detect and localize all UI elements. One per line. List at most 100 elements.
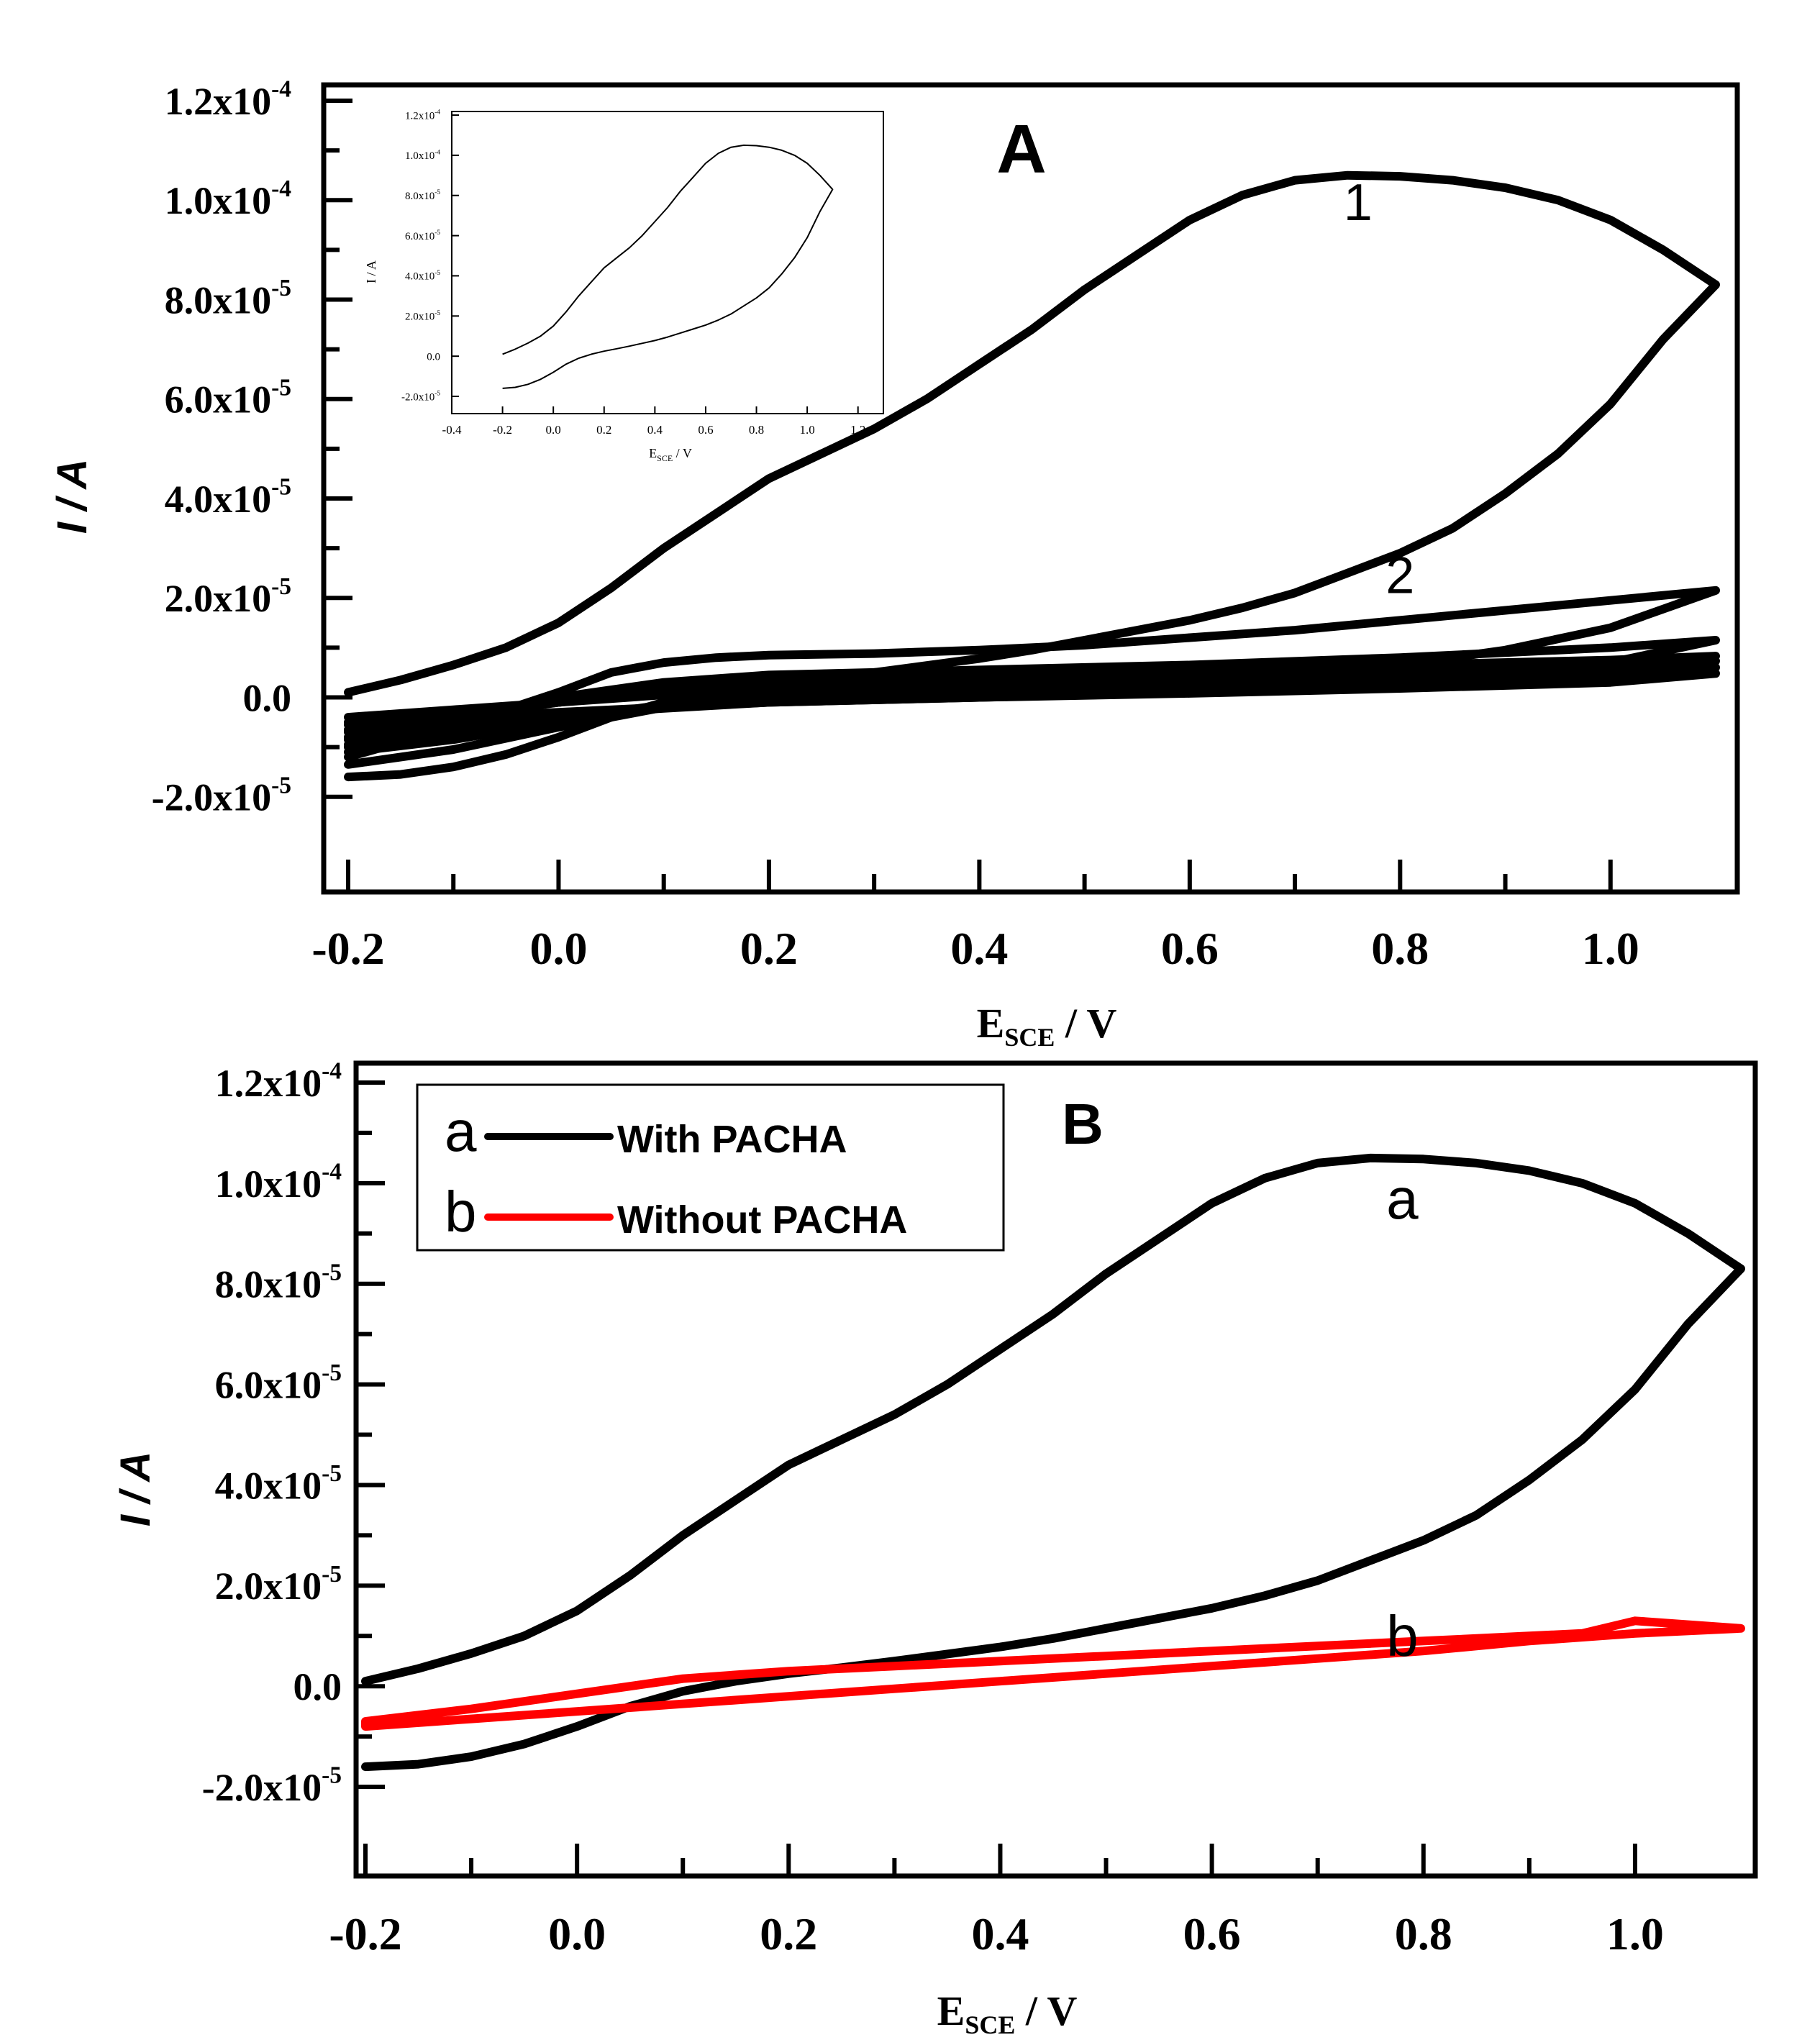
- panel-b-y-tick-label: -2.0x10-5: [202, 1762, 342, 1809]
- panel-a-inset-y-tick-mantissa: 1.2x10: [405, 110, 434, 122]
- panel-a-inset-y-tick-exponent: -5: [434, 189, 440, 196]
- panel-b-frame: [353, 1060, 1758, 1879]
- panel-b-curve-label-a: a: [1386, 1167, 1419, 1231]
- panel-a-y-tick-mantissa: 2.0x10: [165, 577, 272, 620]
- panel-a-inset-y-tick-label: 1.0x10-4: [405, 149, 440, 162]
- panel-a-y-tick-mantissa: 0.0: [243, 676, 292, 719]
- panel-a-y-tick-label: -2.0x10-5: [152, 772, 291, 819]
- panel-a-inset-y-tick-label: 0.0: [427, 351, 440, 363]
- panel-a-x-tick-label: 0.6: [1161, 923, 1219, 974]
- legend-label-b: Without PACHA: [617, 1198, 907, 1242]
- panel-b-x-tick-label: -0.2: [329, 1908, 401, 1959]
- panel-a-y-axis-title: I / A: [49, 459, 96, 534]
- panel-a-y-tick-exponent: -5: [271, 573, 291, 600]
- panel-a-inset-frame: [451, 111, 884, 414]
- panel-a-x-axis-title-tail: / V: [1055, 1000, 1116, 1047]
- panel-a-x-tick-label: 0.0: [529, 923, 587, 974]
- panel-a-inset-y-tick-mantissa: 0.0: [427, 351, 440, 363]
- panel-a-inset-y-tick-mantissa: 2.0x10: [405, 311, 434, 323]
- panel-a-inset-x-tick-label: -0.2: [493, 423, 512, 437]
- panel-a-x-tick-label: -0.2: [311, 923, 384, 974]
- panel-a-inset-y-tick-label: 2.0x10-5: [405, 310, 440, 323]
- panel-b-x-tick-label: 0.4: [971, 1908, 1029, 1959]
- panel-a-x-axis-title-sub: SCE: [1004, 1023, 1055, 1052]
- panel-b-y-tick-exponent: -4: [322, 1158, 342, 1185]
- panel-a-inset-y-tick-label: -2.0x10-5: [401, 391, 440, 404]
- panel-b-legend-box: [416, 1083, 1005, 1252]
- panel-a-inset-y-tick-mantissa: 4.0x10: [405, 271, 434, 283]
- panel-a-inset-y-tick-exponent: -5: [434, 229, 440, 237]
- panel-a-inset-y-tick-label: 1.2x10-4: [405, 109, 440, 122]
- legend-key-b: b: [445, 1180, 477, 1244]
- panel-a-inset-x-tick-label: 0.0: [546, 423, 561, 437]
- panel-a-inset-y-tick-mantissa: 1.0x10: [405, 150, 434, 162]
- legend-key-a: a: [445, 1099, 477, 1163]
- panel-a-y-tick-exponent: -5: [271, 474, 291, 501]
- panel-b-y-tick-exponent: -5: [322, 1762, 342, 1789]
- panel-a-inset: -0.4 -0.2 0.0 0.2 0.4 0.6 0.8 1.0 1.2-2.0x10-50.…: [364, 109, 884, 463]
- panel-a-series-7: [344, 669, 1720, 727]
- panel-a-letter: A: [996, 111, 1046, 188]
- panel-b-y-tick-mantissa: 2.0x10: [215, 1565, 322, 1608]
- panel-b-y-tick-exponent: -4: [322, 1058, 342, 1085]
- legend-label-a: With PACHA: [617, 1118, 847, 1161]
- panel-a-y-tick-label: 4.0x10-5: [165, 474, 291, 521]
- panel-b-y-tick-label: 1.2x10-4: [215, 1058, 342, 1105]
- panel-a-y-tick-label: 1.0x10-4: [165, 176, 292, 222]
- panel-b-y-tick-label: 4.0x10-5: [215, 1460, 342, 1507]
- panel-b-plot-area: -0.2 0.0 0.2 0.4 0.6 0.8 1.0-2.0x10-50.02.0x10…: [202, 1058, 1758, 1959]
- panel-a-y-tick-mantissa: 6.0x10: [165, 378, 272, 422]
- panel-a-y-tick-label: 1.2x10-4: [165, 76, 292, 123]
- panel-a-inset-y-tick-exponent: -4: [434, 149, 440, 156]
- panel-b-x-tick-label: 0.8: [1395, 1908, 1452, 1959]
- panel-b-x-axis-title-sub: SCE: [965, 2011, 1015, 2039]
- panel-a-inset-x-axis-title-sub: SCE: [657, 453, 673, 463]
- panel-b-x-axis-title: ESCE / V: [937, 1987, 1078, 2039]
- panel-a-inset-x-tick-label: 1.0: [799, 423, 814, 437]
- panel-a-inset-x-tick-label: 0.2: [596, 423, 611, 437]
- panel-b-y-tick-label: 1.0x10-4: [215, 1158, 342, 1205]
- panel-b: -0.2 0.0 0.2 0.4 0.6 0.8 1.0-2.0x10-50.02.0x10…: [112, 1058, 1758, 2039]
- panel-a-y-tick-exponent: -4: [271, 176, 291, 202]
- panel-a-y-tick-mantissa: 4.0x10: [165, 478, 272, 521]
- panel-a-x-tick-label: 1.0: [1582, 923, 1639, 974]
- panel-b-x-tick-label: 0.0: [548, 1908, 606, 1959]
- panel-a-y-tick-mantissa: 1.2x10: [165, 80, 272, 123]
- panel-b-series-b: [361, 1616, 1745, 1731]
- panel-b-y-tick-exponent: -5: [322, 1460, 342, 1487]
- panel-a-inset-y-tick-mantissa: -2.0x10: [401, 391, 434, 403]
- panel-a-inset-y-tick-mantissa: 6.0x10: [405, 231, 434, 242]
- panel-a-y-tick-exponent: -5: [271, 275, 291, 301]
- panel-b-x-axis-title-main: E: [937, 1987, 965, 2034]
- panel-b-legend: a With PACHA b Without PACHA: [416, 1083, 1005, 1252]
- panel-a-inset-x-axis-title-tail: / V: [673, 446, 692, 460]
- panel-a-inset-y-tick-exponent: -4: [434, 109, 440, 117]
- panel-a-x-tick-label: 0.2: [740, 923, 798, 974]
- panel-a-inset-y-tick-label: 4.0x10-5: [405, 270, 440, 283]
- panel-a-inset-y-tick-label: 6.0x10-5: [405, 229, 440, 242]
- panel-a-inset-y-tick-exponent: -5: [434, 391, 440, 398]
- panel-b-y-tick-mantissa: -2.0x10: [202, 1766, 322, 1809]
- panel-b-y-tick-mantissa: 0.0: [294, 1665, 342, 1708]
- panel-b-y-tick-label: 6.0x10-5: [215, 1360, 342, 1406]
- panel-a-y-tick-mantissa: 1.0x10: [165, 179, 272, 222]
- panel-a-inset-x-tick-label: 0.6: [698, 423, 713, 437]
- panel-a: -0.2 0.0 0.2 0.4 0.6 0.8 1.0-2.0x10-50.02.0x10…: [49, 76, 1740, 1052]
- panel-b-letter: B: [1062, 1092, 1104, 1156]
- panel-b-x-axis-title-tail: / V: [1015, 1987, 1077, 2034]
- panel-a-plot-area: -0.2 0.0 0.2 0.4 0.6 0.8 1.0-2.0x10-50.02.0x10…: [152, 76, 1740, 974]
- panel-b-y-tick-exponent: -5: [322, 1360, 342, 1386]
- panel-a-y-tick-exponent: -5: [271, 374, 291, 401]
- panel-a-y-tick-label: 2.0x10-5: [165, 573, 291, 620]
- panel-b-y-tick-label: 0.0: [294, 1665, 342, 1708]
- panel-b-x-tick-label: 0.6: [1183, 1908, 1241, 1959]
- panel-a-inset-y-tick-exponent: -5: [434, 310, 440, 317]
- panel-a-x-axis-title: ESCE / V: [977, 1000, 1117, 1052]
- panel-a-y-tick-exponent: -5: [271, 772, 291, 798]
- panel-b-y-tick-mantissa: 1.2x10: [215, 1062, 322, 1105]
- panel-a-frame: [321, 82, 1740, 895]
- panel-a-inset-series-1: [502, 144, 834, 389]
- panel-a-y-tick-mantissa: -2.0x10: [152, 776, 271, 819]
- panel-b-y-tick-mantissa: 6.0x10: [215, 1363, 322, 1406]
